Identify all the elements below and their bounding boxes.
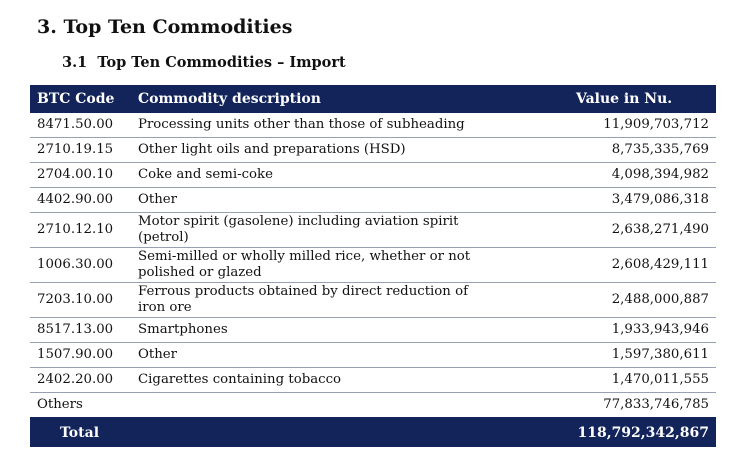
column-header: Commodity description	[131, 85, 486, 113]
commodity-description: Cigarettes containing tobacco	[131, 367, 486, 393]
btc-code: 1006.30.00	[30, 247, 131, 283]
subheading: 3.1 Top Ten Commodities – Import	[62, 54, 346, 71]
value: 2,638,271,490	[486, 212, 716, 248]
btc-code: 1507.90.00	[30, 342, 131, 368]
commodity-description: Other	[131, 342, 486, 368]
total-label: Total	[30, 418, 131, 447]
commodity-description: Processing units other than those of sub…	[131, 112, 486, 138]
commodity-description: Smartphones	[131, 317, 486, 343]
table-row: 2704.00.10 Coke and semi-coke 4,098,394,98…	[30, 162, 716, 188]
btc-code: 2710.12.10	[30, 212, 131, 248]
total-row: Total 118,792,342,867	[30, 418, 716, 447]
table-row: 1507.90.00 Other 1,597,380,611	[30, 342, 716, 368]
table-row: 4402.90.00 Other 3,479,086,318	[30, 187, 716, 213]
value: 8,735,335,769	[486, 137, 716, 163]
value: 2,608,429,111	[486, 247, 716, 283]
commodity-description: Other	[131, 187, 486, 213]
empty-cell	[131, 418, 486, 447]
btc-code: 2710.19.15	[30, 137, 131, 163]
commodity-description: Ferrous products obtained by direct redu…	[131, 282, 486, 318]
btc-code: 7203.10.00	[30, 282, 131, 318]
btc-code: 2402.20.00	[30, 367, 131, 393]
commodity-description: Semi-milled or wholly milled rice, wheth…	[131, 247, 486, 283]
value: 11,909,703,712	[486, 112, 716, 138]
table-row: 1006.30.00 Semi-milled or wholly milled r…	[30, 247, 716, 283]
value: 1,933,943,946	[486, 317, 716, 343]
table-row: 2402.20.00 Cigarettes containing tobacco 1…	[30, 367, 716, 393]
table-row: 2710.12.10 Motor spirit (gasolene) includ…	[30, 212, 716, 248]
table-row: 8517.13.00 Smartphones 1,933,943,946	[30, 317, 716, 343]
commodity-description: Motor spirit (gasolene) including aviati…	[131, 212, 486, 248]
btc-code: 8471.50.00	[30, 112, 131, 138]
table-row: 7203.10.00 Ferrous products obtained by d…	[30, 282, 716, 318]
value: 3,479,086,318	[486, 187, 716, 213]
commodity-description: Coke and semi-coke	[131, 162, 486, 188]
others-row: Others 77,833,746,785	[30, 392, 716, 419]
table-body: 8471.50.00 Processing units other than th…	[30, 112, 716, 447]
commodity-description: Other light oils and preparations (HSD)	[131, 137, 486, 163]
others-value: 77,833,746,785	[486, 392, 716, 419]
value: 1,597,380,611	[486, 342, 716, 368]
column-header: BTC Code	[30, 85, 131, 113]
value: 1,470,011,555	[486, 367, 716, 393]
header-row: BTC Code Commodity description Value in …	[30, 85, 716, 113]
btc-code: 4402.90.00	[30, 187, 131, 213]
heading: 3. Top Ten Commodities	[37, 16, 293, 38]
others-label: Others	[30, 392, 131, 419]
commodities-table: BTC Code Commodity description Value in …	[30, 85, 716, 447]
btc-code: 2704.00.10	[30, 162, 131, 188]
btc-code: 8517.13.00	[30, 317, 131, 343]
table-row: 8471.50.00 Processing units other than th…	[30, 112, 716, 138]
value: 2,488,000,887	[486, 282, 716, 318]
table-row: 2710.19.15 Other light oils and preparati…	[30, 137, 716, 163]
empty-cell	[131, 392, 486, 419]
table-header: BTC Code Commodity description Value in …	[30, 85, 716, 113]
total-value: 118,792,342,867	[486, 418, 716, 447]
value: 4,098,394,982	[486, 162, 716, 188]
column-header: Value in Nu.	[486, 85, 716, 113]
